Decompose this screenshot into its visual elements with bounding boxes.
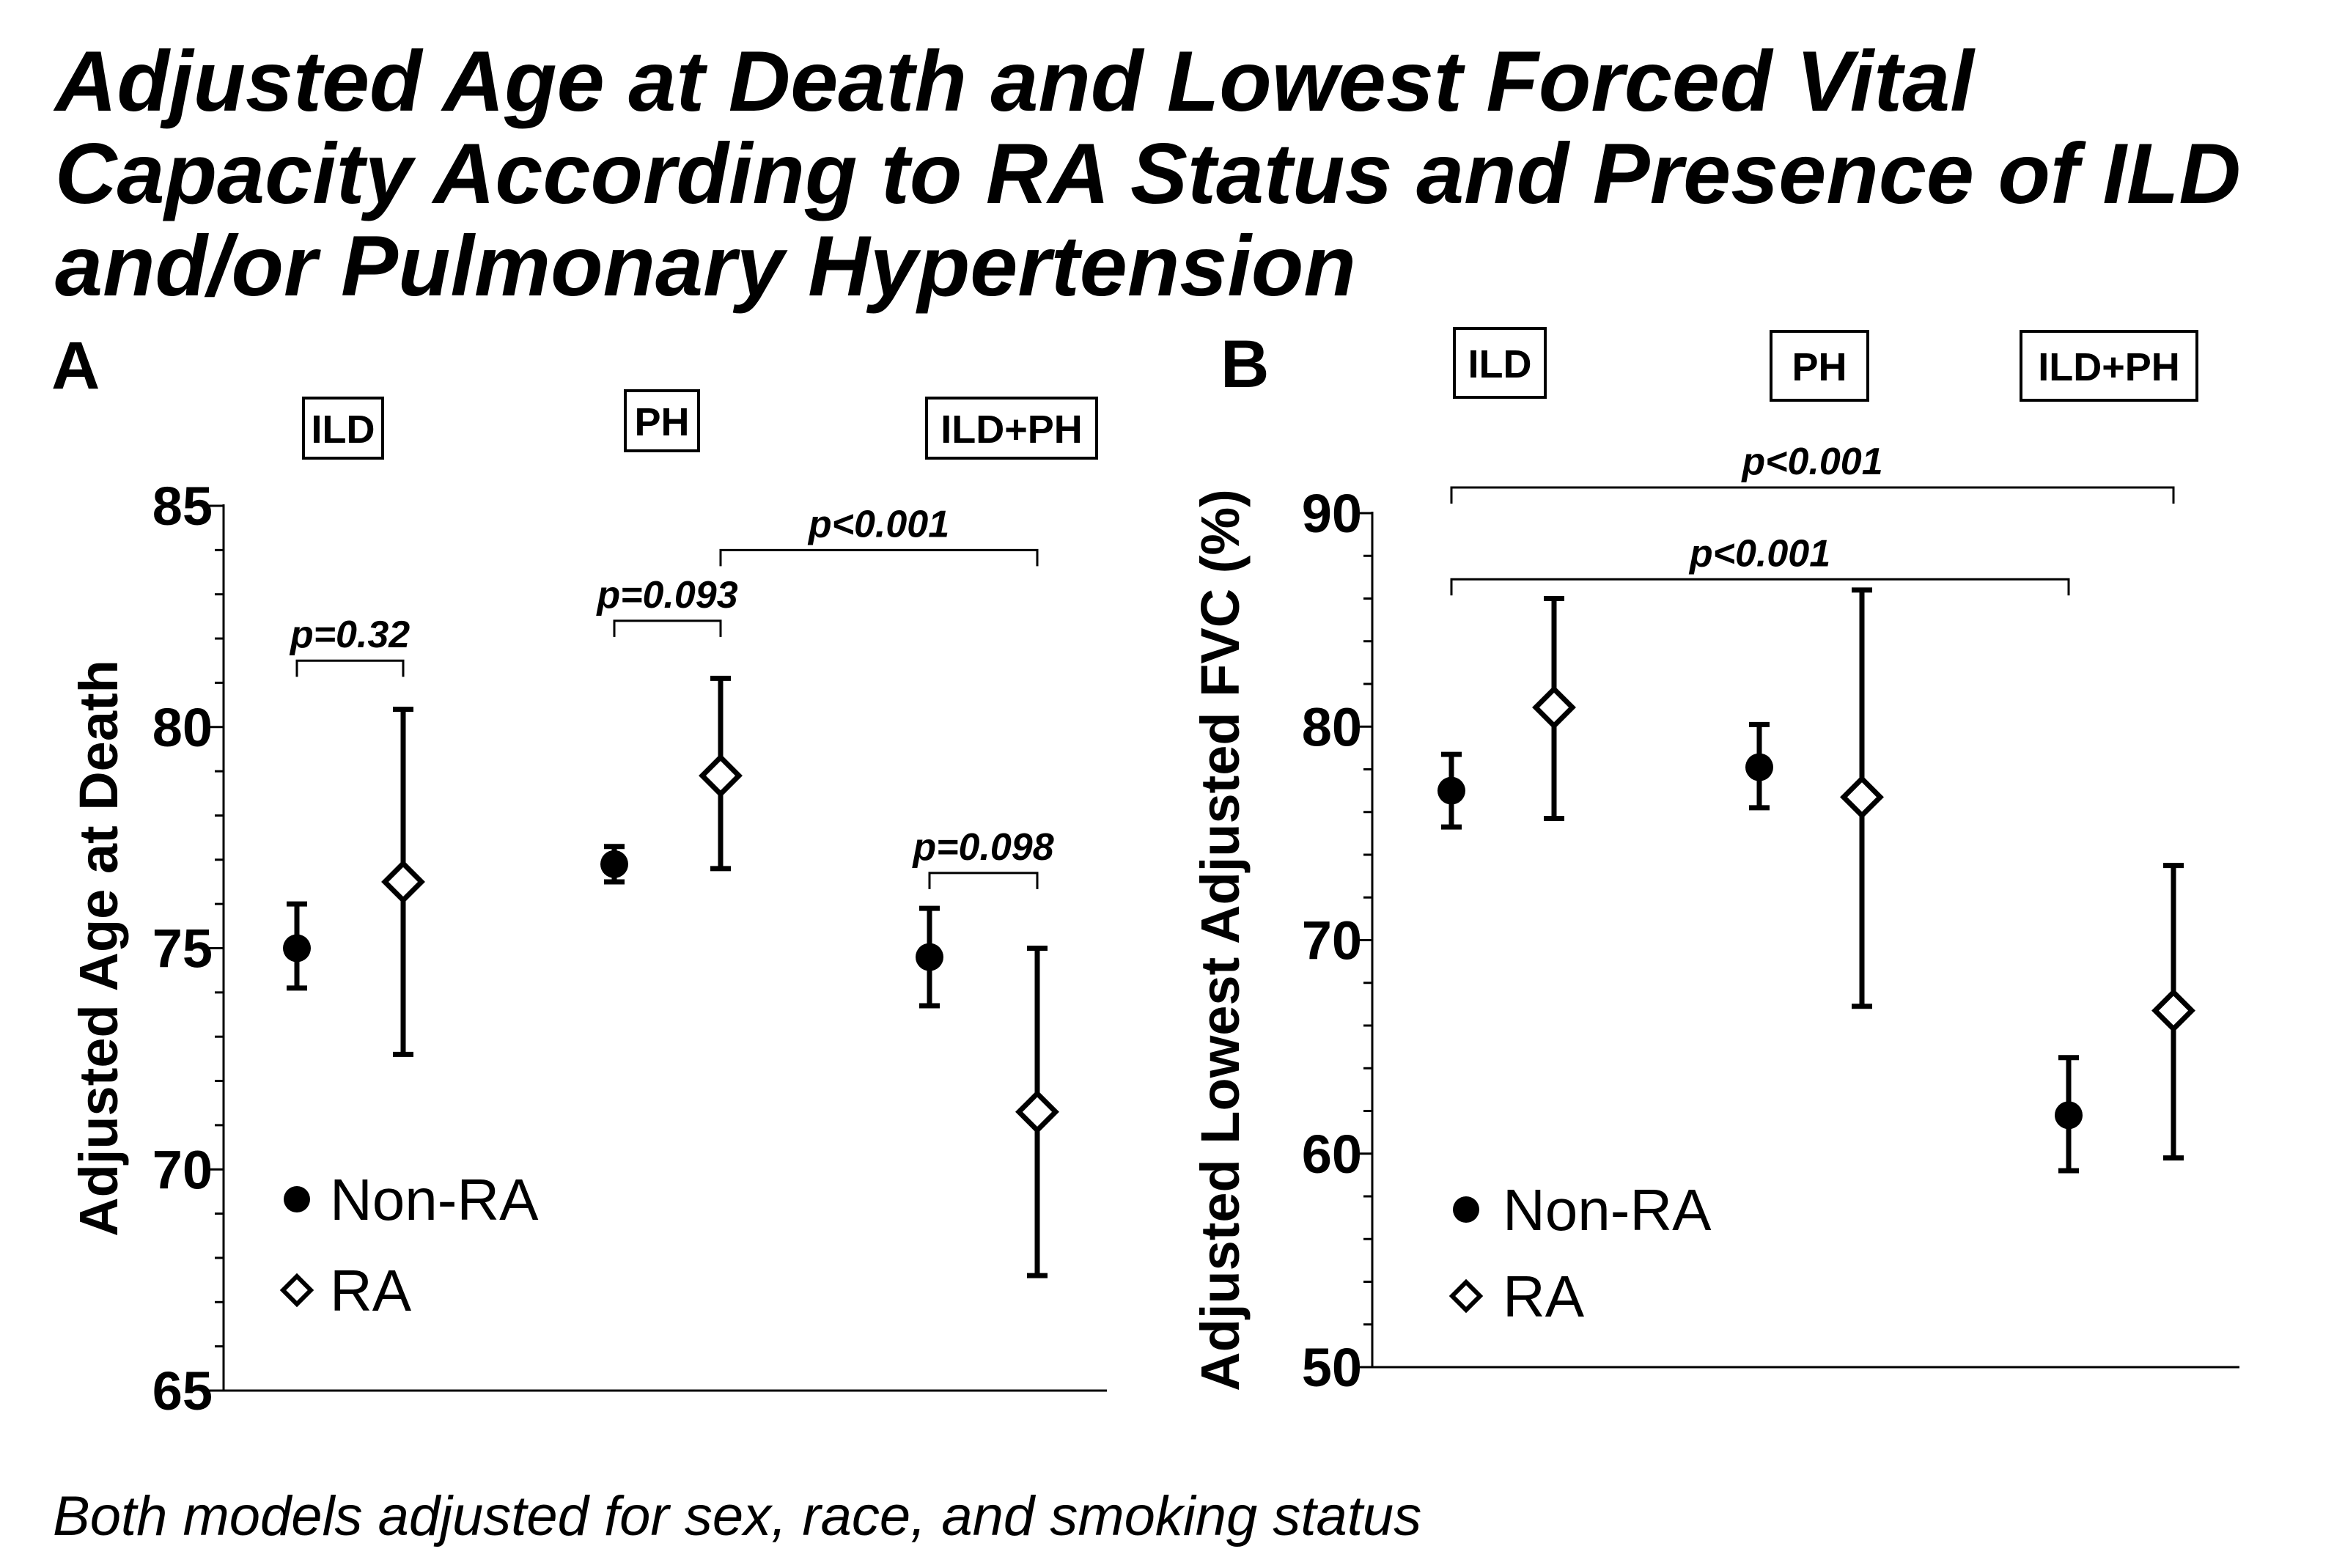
panel-a-significance-bracket	[613, 619, 722, 637]
panel-a-group-label: ILD	[312, 408, 375, 452]
panel-a-group-box	[925, 397, 1098, 460]
panel-b-point-ra	[1532, 685, 1576, 729]
panel-b-significance-bracket	[1450, 486, 2175, 504]
panel-b-significance-bracket	[1450, 578, 2070, 596]
panel-b-group-label: PH	[1792, 345, 1847, 389]
panel-a-y-tick-label: 65	[152, 1361, 213, 1421]
panel-a-p-value: p=0.093	[595, 574, 737, 616]
panel-a-legend-label-non-ra: Non-RA	[330, 1167, 539, 1232]
panel-a-point-ra	[699, 754, 743, 798]
panel-a-label: A	[51, 328, 100, 403]
panel-a-significance-bracket	[295, 659, 405, 677]
panel-b-p-value: p<0.001	[1688, 532, 1830, 575]
panel-a-y-axis-label: Adjusted Age at Death	[68, 660, 129, 1237]
panel-b-group-label: ILD+PH	[2038, 345, 2180, 389]
panel-a-y-tick-label: 75	[152, 919, 213, 979]
panel-a-significance-bracket	[928, 872, 1039, 889]
panel-a-group-box	[302, 397, 384, 460]
title-line-2: Capacity According to RA Status and Pres…	[55, 125, 2241, 221]
panel-b-legend-marker-non-ra	[1453, 1196, 1479, 1223]
title-line-1: Adjusted Age at Death and Lowest Forced …	[55, 33, 1974, 129]
panel-b-legend-label-ra: RA	[1503, 1264, 1585, 1329]
panel-a-p-value: p=0.098	[911, 826, 1053, 869]
panel-b-y-tick-label: 60	[1302, 1124, 1362, 1185]
panel-a-legend-marker-non-ra	[284, 1186, 310, 1212]
panel-a-point-ra	[381, 860, 425, 904]
panel-a-y-tick-label: 70	[152, 1139, 213, 1200]
panel-a-significance-bracket	[719, 548, 1039, 567]
panel-a-point-non-ra	[916, 943, 943, 971]
panel-b-p-value: p<0.001	[1740, 441, 1882, 483]
title-line-3: and/or Pulmonary Hypertension	[55, 218, 1356, 314]
panel-a-p-value: p<0.001	[807, 503, 949, 545]
panel-b-point-non-ra	[1437, 776, 1465, 805]
panel-b-group-box	[1453, 327, 1547, 399]
panel-b-point-non-ra	[1745, 753, 1773, 781]
panel-b-y-tick-label: 50	[1302, 1337, 1362, 1398]
panel-b-legend-label-non-ra: Non-RA	[1503, 1177, 1712, 1243]
panel-a-legend-marker-ra	[279, 1273, 314, 1308]
panel-b-group-label: ILD	[1468, 342, 1532, 386]
panel-a-group-box	[624, 389, 700, 452]
panel-b-y-tick-label: 80	[1302, 696, 1362, 757]
panel-b-y-axis-label: Adjusted Lowest Adjusted FVC (%)	[1190, 489, 1251, 1391]
panel-a-group-label: PH	[634, 400, 689, 444]
panel-a-y-tick-label: 80	[152, 697, 213, 758]
panel-b-point-ra	[2151, 988, 2195, 1033]
panel-b-group-box	[1770, 330, 1869, 402]
panel-a-point-non-ra	[283, 934, 311, 962]
panel-a-chart: A 65 70 75 80 85 Adjusted Age at Death ILD PH ILD…	[51, 328, 1107, 1421]
panel-b-y-tick-label: 90	[1302, 483, 1362, 544]
panel-b-point-ra	[1840, 775, 1884, 820]
panel-b-label: B	[1221, 327, 1269, 402]
panel-b-chart: B 50 60 70 80 90 Adjusted Lowest Adjusted FVC …	[1190, 327, 2239, 1398]
panel-b-group-box	[2020, 330, 2198, 402]
panel-a-group-label: ILD+PH	[940, 408, 1083, 452]
panel-b-point-non-ra	[2055, 1101, 2083, 1130]
panel-a-point-non-ra	[600, 850, 628, 878]
panel-b-y-tick-label: 70	[1302, 910, 1362, 971]
panel-a-y-tick-label: 85	[152, 476, 213, 537]
panel-a-legend-label-ra: RA	[330, 1258, 412, 1323]
figure-footnote: Both models adjusted for sex, race, and …	[53, 1485, 1422, 1547]
panel-b-legend-marker-ra	[1448, 1278, 1484, 1314]
panel-a-p-value: p=0.32	[289, 614, 410, 656]
figure-title: Adjusted Age at Death and Lowest Forced …	[55, 35, 2313, 312]
panel-a-point-ra	[1015, 1089, 1059, 1134]
